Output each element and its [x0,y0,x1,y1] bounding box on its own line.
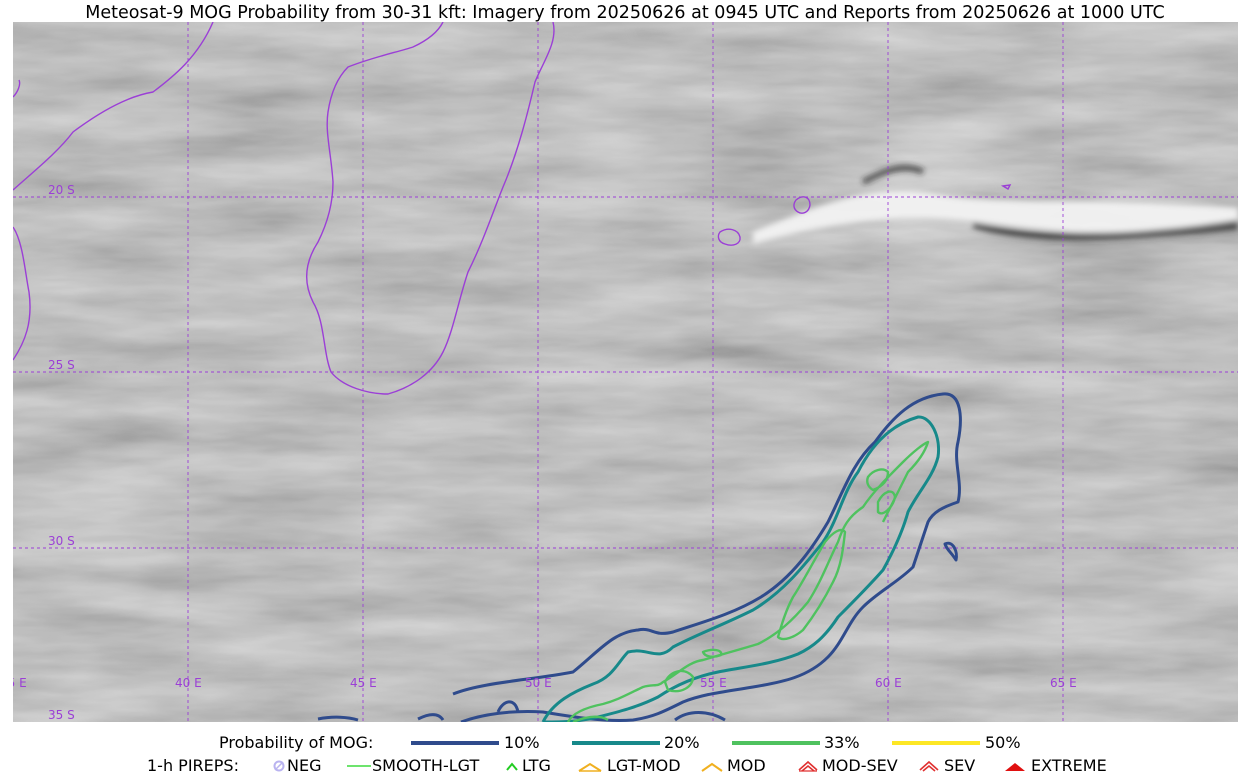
cloud-band [753,164,1238,244]
lat-label: 25 S [48,358,75,372]
prob-label-33: 33% [824,733,860,752]
pireps-legend-title: 1-h PIREPS: [147,756,239,775]
mauritius-coastline [793,196,811,214]
pirep-label-mod-sev: MOD-SEV [822,756,898,775]
sev-hat-icon [919,760,939,772]
pirep-label-neg: NEG [287,756,322,775]
neg-circle-icon [273,760,285,772]
mog-contours [317,392,962,722]
lon-label: 60 E [875,676,902,690]
prob-label-10: 10% [504,733,540,752]
pirep-label-smooth-lgt: SMOOTH-LGT [372,756,480,775]
lon-label: 40 E [175,676,202,690]
reunion-coastline [717,228,741,246]
ltg-chevron-icon [506,762,518,771]
lat-label: 35 S [48,708,75,722]
mod-hat-icon [701,762,723,772]
lon-label: 35 E [13,676,27,690]
lon-label: 55 E [700,676,727,690]
lon-label: 65 E [1050,676,1077,690]
contour-10pct-d [317,711,726,722]
lat-label: 20 S [48,183,75,197]
pirep-label-sev: SEV [944,756,976,775]
lon-label: 50 E [525,676,552,690]
contour-10pct-b [496,700,520,713]
contour-10pct-c [943,541,958,562]
pirep-label-mod: MOD [727,756,766,775]
madagascar-coastline [305,22,555,395]
mod-sev-hat-icon [798,760,818,772]
pirep-label-extreme: EXTREME [1031,756,1107,775]
prob-swatch-20 [572,741,660,745]
extreme-hat-icon [1005,763,1025,771]
pirep-label-ltg: LTG [522,756,551,775]
coastlines [13,22,1012,395]
prob-swatch-10 [411,741,499,745]
lon-label: 45 E [350,676,377,690]
africa-coastline [13,22,214,191]
prob-label-50: 50% [985,733,1021,752]
lat-labels: 20 S 25 S 30 S 35 S [48,183,75,722]
lat-label: 30 S [48,534,75,548]
probability-legend-title: Probability of MOG: [219,733,374,752]
lgt-mod-hat-icon [578,762,602,772]
prob-label-20: 20% [664,733,700,752]
lon-labels: 35 E 40 E 45 E 50 E 55 E 60 E 65 E [13,676,1077,690]
contour-10pct [452,392,962,722]
smooth-lgt-line-icon [347,765,371,767]
map-title: Meteosat-9 MOG Probability from 30-31 kf… [85,3,1165,23]
contour-20pct [541,415,941,722]
pirep-label-lgt-mod: LGT-MOD [607,756,681,775]
satellite-map: 20 S 25 S 30 S 35 S 35 E 40 E 45 E 50 E … [13,22,1238,722]
prob-swatch-50 [892,741,980,745]
graticule [13,22,1238,722]
contour-33pct [566,440,930,722]
prob-swatch-33 [732,741,820,745]
